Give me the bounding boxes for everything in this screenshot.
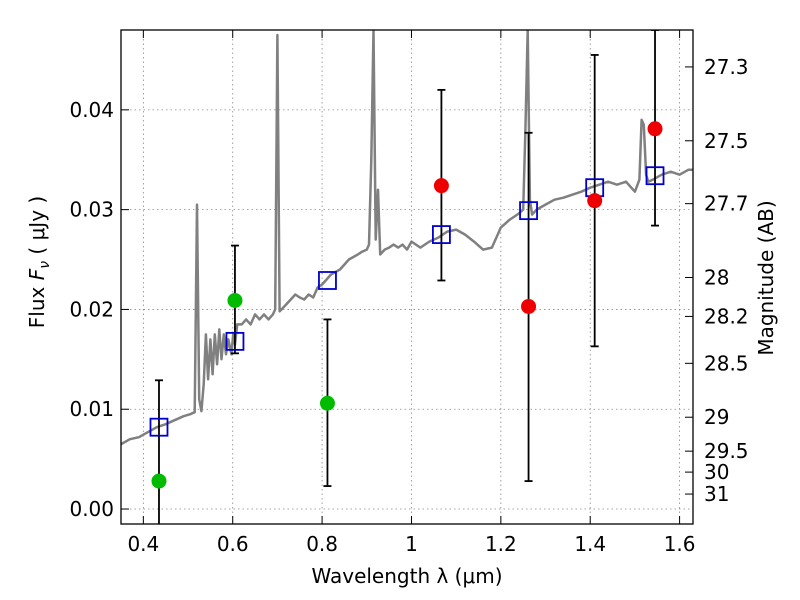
observed-point-red	[521, 298, 537, 314]
model-photometry-box	[432, 225, 451, 244]
axis-ticks: 0.4 0.6 0.8 1 1.2 1.4 1.6 0.00 0.01 0.02 0.03 0.04 2…	[69, 30, 749, 556]
y2-tick-label: 29.5	[704, 439, 749, 463]
error-bars	[154, 30, 660, 524]
observed-point-red	[647, 121, 663, 137]
y2-axis-label: Magnitude (AB)	[754, 200, 778, 355]
model-photometry-box	[149, 417, 169, 437]
model-spectrum-line	[121, 30, 693, 446]
x-axis-label: Wavelength λ (μm)	[311, 564, 502, 588]
x-tick-label: 0.8	[306, 532, 338, 556]
x-tick-label: 0.6	[217, 532, 249, 556]
model-photometry-box	[519, 201, 538, 221]
observed-point-green	[227, 292, 243, 308]
y2-tick-label: 28.2	[704, 304, 749, 328]
y2-tick-label: 27.7	[704, 192, 749, 216]
y-axis-label: Flux Fν ( μJy )	[25, 196, 53, 328]
plot-frame	[120, 29, 694, 525]
y-tick-label: 0.01	[69, 397, 114, 421]
y-tick-label: 0.04	[69, 98, 114, 122]
y2-tick-label: 27.3	[704, 55, 749, 79]
y-tick-label: 0.03	[69, 198, 114, 222]
grid	[121, 30, 693, 524]
x-tick-label: 1	[405, 532, 418, 556]
x-tick-label: 0.4	[127, 532, 159, 556]
x-tick-label: 1.2	[485, 532, 517, 556]
y2-tick-label: 28.5	[704, 351, 749, 375]
observed-point-green	[151, 473, 167, 489]
model-photometry-boxes	[149, 166, 665, 437]
y-tick-label: 0.00	[69, 497, 114, 521]
y2-tick-label: 31	[704, 482, 729, 506]
model-photometry-box	[225, 331, 245, 351]
observed-point-red	[587, 193, 603, 209]
x-tick-label: 1.6	[664, 532, 696, 556]
model-photometry-box	[645, 166, 665, 186]
y2-tick-label: 27.5	[704, 129, 749, 153]
y2-tick-label: 29	[704, 405, 729, 429]
y2-tick-label: 30	[704, 460, 729, 484]
model-photometry-box	[318, 271, 337, 290]
observed-point-red	[433, 178, 449, 194]
y2-tick-label: 28	[704, 265, 729, 289]
x-tick-label: 1.4	[574, 532, 606, 556]
y-tick-label: 0.02	[69, 297, 114, 321]
observed-point-green	[319, 395, 335, 411]
observed-photometry-points	[151, 121, 663, 489]
